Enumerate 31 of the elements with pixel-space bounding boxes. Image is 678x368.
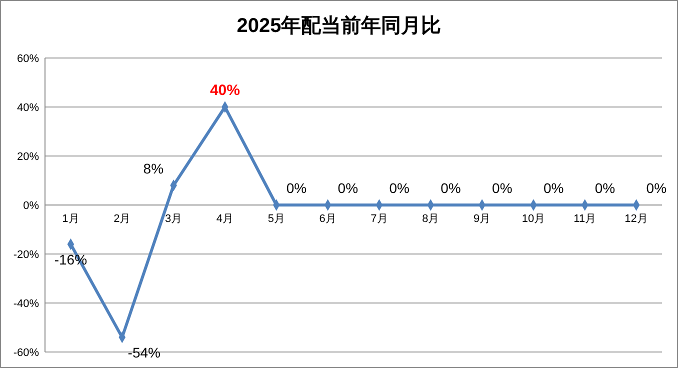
data-label: 0%	[440, 180, 461, 196]
y-tick-label: 60%	[16, 52, 40, 65]
y-tick-label: -40%	[13, 298, 40, 310]
data-label: -54%	[128, 344, 160, 361]
data-label: 40%	[210, 82, 240, 99]
x-tick-label: 9月	[473, 213, 491, 225]
x-tick-label: 4月	[216, 213, 234, 225]
chart-title: 2025年配当前年同月比	[236, 15, 442, 37]
y-tick-label: 0%	[23, 200, 40, 212]
x-tick-label: 8月	[422, 213, 440, 225]
data-label: 0%	[594, 180, 616, 196]
data-label: 0%	[543, 180, 564, 196]
data-label: 8%	[143, 160, 164, 176]
data-label: 0%	[492, 180, 512, 196]
y-tick-label: 40%	[16, 102, 40, 114]
y-tick-label: -60%	[13, 346, 40, 359]
data-label: 0%	[338, 180, 358, 196]
x-tick-label: 2月	[114, 213, 131, 225]
y-tick-label: 20%	[16, 150, 40, 163]
x-tick-label: 3月	[164, 213, 182, 225]
x-tick-label: 5月	[268, 213, 285, 225]
x-tick-label: 7月	[370, 213, 388, 225]
x-tick-label: 1月	[62, 213, 80, 225]
x-tick-label: 6月	[319, 213, 336, 225]
x-tick-label: 10月	[522, 213, 546, 225]
data-label: 0%	[646, 180, 667, 196]
data-label: 0%	[286, 180, 307, 196]
data-label: 0%	[389, 180, 410, 196]
x-tick-label: 11月	[574, 213, 596, 225]
x-tick-label: 12月	[624, 213, 648, 225]
y-tick-label: -20%	[13, 248, 40, 261]
